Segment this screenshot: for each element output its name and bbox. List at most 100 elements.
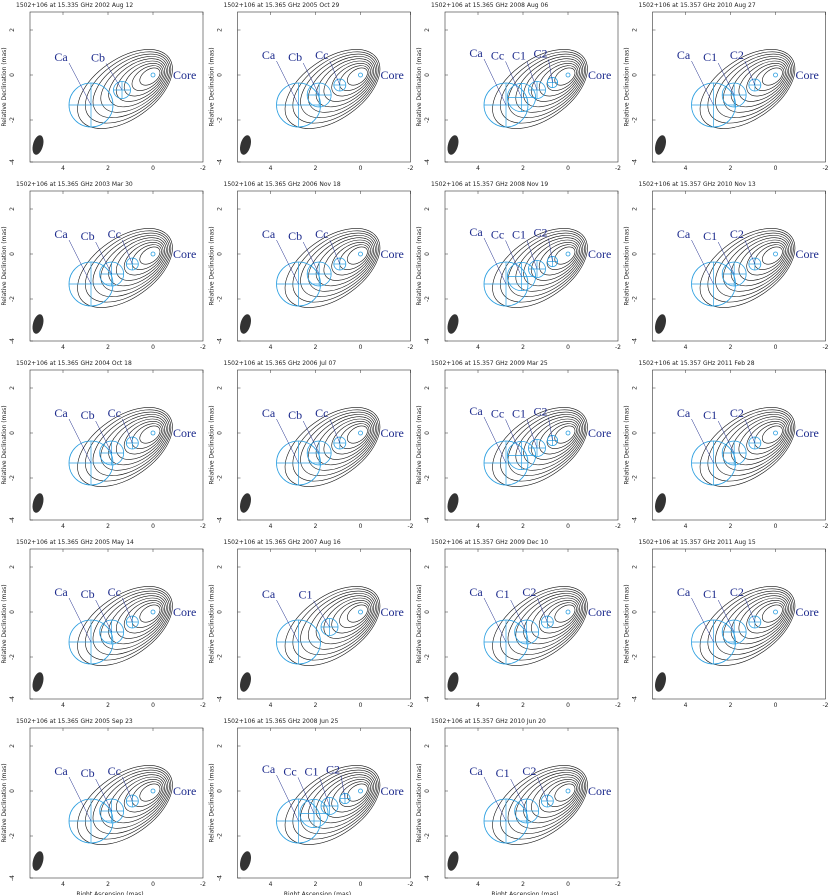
contour [292, 51, 379, 124]
contour [523, 237, 582, 287]
component [150, 72, 156, 78]
plot-frame [652, 369, 826, 521]
contour [538, 242, 579, 276]
component-label: Core [588, 68, 611, 82]
x-tick-label: 4 [476, 344, 480, 351]
y-tick-label: 0 [9, 789, 16, 793]
contour [723, 593, 791, 650]
panel-title: 1502+106 at 15.365 GHz 2005 May 14 [16, 539, 134, 546]
contour [323, 239, 373, 281]
component-label: Cc [108, 227, 121, 241]
contour [730, 416, 790, 466]
contour [92, 232, 170, 297]
contour [346, 246, 368, 265]
component-label: Cc [283, 764, 296, 778]
x-tick-label: 0 [359, 165, 363, 172]
contour [131, 423, 162, 449]
beam [240, 135, 251, 155]
leader-line [537, 776, 548, 802]
panel-title: 1502+106 at 15.357 GHz 2010 Jun 20 [431, 718, 546, 725]
component-label: C1 [512, 407, 526, 421]
component-label: Core [173, 426, 196, 440]
component-label: Ca [677, 406, 691, 420]
x-tick-label: 2 [521, 344, 525, 351]
x-tick-label: 0 [774, 165, 778, 172]
leader-line [505, 240, 522, 277]
plot-frame [237, 369, 411, 521]
leader-line [329, 60, 341, 86]
contour [123, 63, 164, 97]
component-label: Cb [81, 229, 95, 243]
panel-title: 1502+106 at 15.365 GHz 2006 Nov 18 [224, 181, 341, 188]
y-tick-label: -4 [632, 338, 639, 344]
component-label: Ca [469, 225, 483, 239]
component [565, 430, 571, 436]
contour [492, 228, 588, 308]
y-tick-label: 0 [424, 610, 431, 614]
component-label: Core [381, 247, 404, 261]
contour [500, 588, 587, 661]
x-tick-label: 4 [684, 702, 688, 709]
contour [308, 414, 376, 471]
x-tick-label: -2 [615, 702, 621, 709]
plot-frame [29, 727, 204, 879]
panel: 1502+106 at 15.365 GHz 2007 Aug 16 4 2 0 -2 2… [209, 539, 414, 709]
contour [538, 63, 579, 97]
leader-line [744, 418, 756, 444]
contour [77, 586, 173, 666]
x-tick-label: 4 [269, 165, 273, 172]
contour [500, 51, 587, 124]
contour [108, 774, 167, 824]
leader-line [548, 238, 553, 262]
leader-line [548, 417, 553, 441]
contour [323, 60, 373, 102]
contour [292, 409, 379, 482]
leader-line [717, 241, 735, 275]
y-tick-label: -4 [217, 338, 224, 344]
contour [300, 769, 378, 834]
x-tick-label: 4 [476, 523, 480, 530]
plot-frame [652, 190, 826, 342]
y-tick-label: 2 [9, 386, 16, 390]
contour [284, 765, 381, 845]
leader-line [717, 62, 735, 96]
y-tick-label: 2 [424, 565, 431, 569]
leader-line [122, 776, 133, 802]
y-tick-label: 2 [632, 386, 639, 390]
panel-title: 1502+106 at 15.365 GHz 2003 Mar 30 [16, 181, 133, 188]
contour [92, 590, 170, 655]
y-tick-label: 2 [9, 565, 16, 569]
contour [515, 56, 584, 113]
panel: 1502+106 at 15.357 GHz 2009 Mar 25 4 2 0 -2 2… [416, 360, 621, 530]
contour [730, 237, 790, 287]
y-tick-label: -2 [424, 475, 431, 481]
contour [85, 51, 172, 124]
y-tick-label: 2 [217, 565, 224, 569]
contour [507, 232, 585, 297]
y-tick-label: 2 [424, 386, 431, 390]
leader-line [276, 418, 299, 464]
leader-line [691, 597, 714, 643]
component-label: Core [796, 68, 819, 82]
contour [754, 244, 785, 270]
leader-line [302, 241, 320, 275]
contour [531, 597, 580, 639]
x-tick-label: 2 [314, 165, 318, 172]
plot-frame [444, 548, 619, 700]
component-label: Cb [288, 229, 302, 243]
contour [715, 411, 793, 476]
contour [131, 65, 162, 91]
contour [292, 588, 379, 661]
contour [761, 246, 783, 265]
contour [116, 418, 165, 460]
y-tick-label: -2 [217, 296, 224, 302]
contour [723, 414, 791, 471]
component-label: C1 [512, 228, 526, 242]
contour [515, 414, 584, 471]
component-label: Core [588, 605, 611, 619]
panel-title: 1502+106 at 15.357 GHz 2011 Feb 28 [639, 360, 755, 367]
leader-line [68, 239, 92, 285]
x-tick-label: 2 [521, 523, 525, 530]
component-label: Ca [469, 46, 483, 60]
component-label: Cb [81, 766, 95, 780]
